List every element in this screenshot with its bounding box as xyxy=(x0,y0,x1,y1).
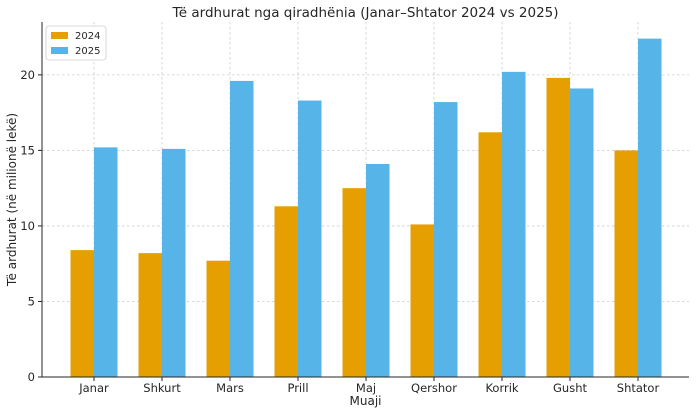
bars xyxy=(70,38,662,378)
legend: 2024 2025 xyxy=(45,25,107,61)
x-tick-label: Janar xyxy=(78,381,109,395)
bar-2025-gusht xyxy=(570,88,594,378)
bar-2024-shkurt xyxy=(138,253,162,377)
bar-2024-qershor xyxy=(410,224,434,377)
x-tick-label: Qershor xyxy=(411,381,457,395)
bar-2024-gusht xyxy=(546,77,570,377)
legend-swatch-2025 xyxy=(51,47,68,54)
x-tick-label: Mars xyxy=(216,381,244,395)
x-tick-label: Korrik xyxy=(485,381,518,395)
legend-label-2025: 2025 xyxy=(75,46,100,57)
x-axis-label: Muaji xyxy=(350,394,382,408)
y-tick-label: 10 xyxy=(20,219,35,233)
ticks: 0 5 10 15 20 Janar Shkurt Mars Prill Maj Qershor Ko… xyxy=(20,68,659,395)
bar-2025-qershor xyxy=(434,102,458,377)
y-tick-label: 5 xyxy=(28,294,35,308)
x-tick-label: Prill xyxy=(287,381,308,395)
y-axis-label: Të ardhurat (në milionë lekë) xyxy=(5,113,19,287)
bar-2024-shtator xyxy=(614,150,638,377)
chart-title: Të ardhurat nga qiradhënia (Janar–Shtato… xyxy=(171,5,558,21)
bar-2025-shtator xyxy=(638,38,662,378)
x-tick-label: Shkurt xyxy=(143,381,181,395)
bar-2024-janar xyxy=(70,250,94,377)
bar-2024-maj xyxy=(342,188,366,377)
legend-label-2024: 2024 xyxy=(75,31,100,42)
bar-2025-maj xyxy=(366,164,390,377)
y-tick-label: 15 xyxy=(20,143,35,157)
bar-2024-prill xyxy=(274,206,298,377)
x-tick-label: Shtator xyxy=(617,381,660,395)
legend-swatch-2024 xyxy=(51,32,68,39)
x-tick-label: Gusht xyxy=(553,381,587,395)
bar-2024-mars xyxy=(206,260,230,377)
y-tick-label: 20 xyxy=(20,68,35,82)
y-tick-label: 0 xyxy=(28,370,35,384)
bar-2025-prill xyxy=(298,100,322,377)
bar-2024-korrik xyxy=(478,132,502,377)
bar-2025-janar xyxy=(94,147,118,377)
bar-2025-mars xyxy=(230,80,254,378)
bar-2025-shkurt xyxy=(162,148,186,377)
x-tick-label: Maj xyxy=(356,381,376,395)
bar-2025-korrik xyxy=(502,71,526,377)
